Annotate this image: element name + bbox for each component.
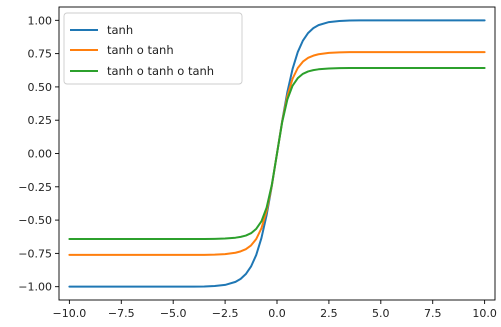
y-tick-label: 0.75 (28, 48, 53, 61)
legend: tanh tanh o tanh tanh o tanh o tanh (63, 12, 243, 85)
x-tick-label: −7.5 (108, 307, 135, 320)
y-tick-label: −1.00 (18, 281, 52, 294)
x-tick-label: 5.0 (372, 307, 390, 320)
x-tick-label: −10.0 (53, 307, 87, 320)
y-tick-label: 1.00 (28, 14, 53, 27)
x-tick-label: −2.5 (212, 307, 239, 320)
plot-frame (58, 6, 496, 301)
y-tick-label: 0.00 (28, 148, 53, 161)
x-tick-label: 10.0 (472, 307, 497, 320)
y-tick-label: 0.25 (28, 114, 53, 127)
legend-label-tanh: tanh (107, 23, 133, 37)
x-tick-label: 7.5 (424, 307, 442, 320)
x-tick-label: 0.0 (268, 307, 286, 320)
y-tick-label: 0.50 (28, 81, 53, 94)
y-tick-label: −0.75 (18, 247, 52, 260)
legend-label-tanh-o-tanh: tanh o tanh (107, 43, 174, 57)
x-axis-ticks: −10.0 −7.5 −5.0 −2.5 0.0 2.5 5.0 7.5 10.0 (53, 300, 497, 320)
y-axis-ticks: 1.00 0.75 0.50 0.25 0.00 −0.25 −0.50 −0.75 −1.00 (18, 14, 59, 294)
y-tick-label: −0.25 (18, 181, 52, 194)
series-line-tanh-o-tanh-o-tanh (68, 67, 486, 240)
x-tick-label: −5.0 (160, 307, 187, 320)
legend-box (63, 12, 243, 85)
x-tick-label: 2.5 (320, 307, 338, 320)
y-tick-label: −0.50 (18, 214, 52, 227)
series-layer (68, 19, 486, 288)
legend-label-tanh-o-tanh-o-tanh: tanh o tanh o tanh (107, 64, 214, 78)
